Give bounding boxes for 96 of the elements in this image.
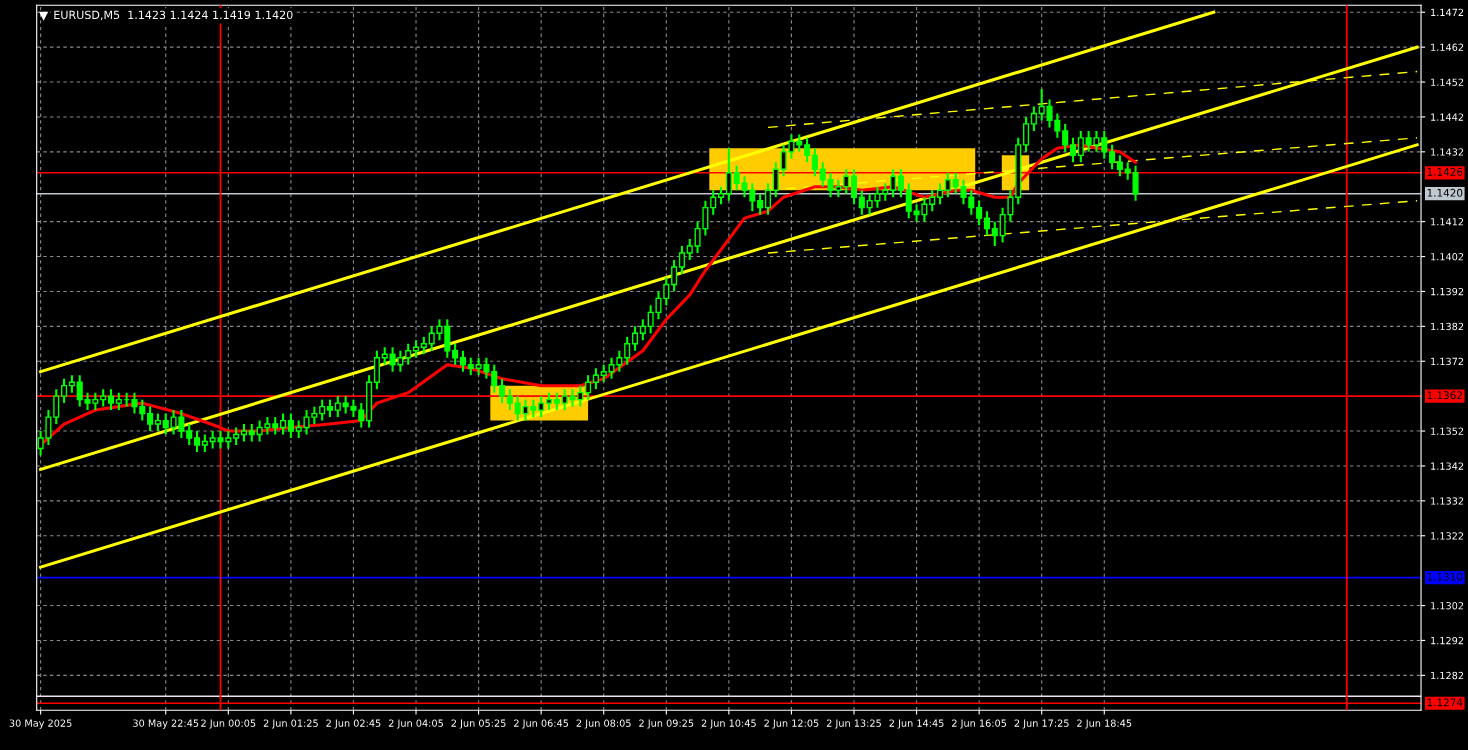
y-tick-label: 1.1372 [1431,357,1464,366]
candlestick [631,325,639,352]
candlestick [976,199,983,227]
x-tick-label: 2 Jun 00:05 [201,719,256,729]
x-tick-label: 2 Jun 05:25 [451,719,506,729]
y-tick-label: 1.1302 [1431,602,1464,610]
y-tick-label: 1.1402 [1431,253,1464,261]
x-tick-label: 30 May 22:45 [133,719,199,729]
candlestick [710,189,717,216]
x-tick-label: 30 May 2025 [9,719,72,729]
candlestick [334,395,341,419]
y-tick-label: 1.1382 [1431,322,1464,331]
x-tick-label: 2 Jun 13:25 [826,719,881,729]
y-tick-label: 1.1392 [1431,287,1464,296]
y-tick-label: 1.1452 [1431,78,1464,86]
candlestick [624,335,631,366]
candlestick [686,238,693,262]
candlestick [936,182,944,206]
y-tick-label: 1.1412 [1431,218,1464,226]
candlestick [585,374,592,401]
candlestick [890,168,897,199]
y-tick-label: 1.1432 [1431,148,1464,156]
x-tick-label: 2 Jun 16:05 [952,719,1007,729]
ref-line-label: 1.1420 [1427,188,1463,197]
candlestick [1030,105,1037,132]
candlestick [1062,122,1069,153]
x-tick-label: 2 Jun 18:45 [1077,719,1132,729]
candlestick [1101,129,1108,160]
y-tick-label: 1.1462 [1431,43,1464,51]
candlestick [983,210,990,237]
candlestick [1023,115,1030,153]
candlestick [639,318,646,342]
x-tick-label: 2 Jun 04:05 [388,719,443,729]
candlestick [1077,129,1084,164]
candlestick [764,182,772,216]
x-tick-label: 2 Jun 02:45 [326,719,381,729]
ref-line-label: 1.1426 [1427,167,1463,176]
candlestick [905,182,912,220]
x-tick-label: 2 Jun 12:05 [764,719,819,729]
candlestick [843,168,850,195]
x-tick-label: 2 Jun 10:45 [701,719,756,729]
chart-title: EURUSD,M5 1.1423 1.1424 1.1419 1.1420 [54,10,293,21]
candlestick [811,147,818,178]
candlestick [499,377,506,405]
candlestick [538,395,545,419]
candlestick [506,388,513,412]
y-tick-label: 1.1442 [1431,113,1464,121]
x-tick-label: 2 Jun 14:45 [889,719,944,729]
ref-line-label: 1.1310 [1427,572,1463,581]
candlestick [1116,154,1123,178]
candlestick [162,412,169,436]
candlestick [678,245,685,276]
x-tick-label: 2 Jun 08:05 [576,719,631,729]
candlestick [725,147,732,202]
candlestick [319,398,326,422]
candlestick [358,402,365,429]
y-tick-label: 1.1322 [1431,532,1464,540]
candlestick [1069,136,1077,164]
candlestick [53,388,60,426]
candlestick [405,342,412,366]
candlestick [280,412,287,436]
candlestick [944,171,951,199]
y-tick-label: 1.1472 [1431,8,1464,16]
ref-line-label: 1.1274 [1427,698,1463,707]
candlestick [991,220,998,248]
candlestick [186,423,193,447]
candlestick [757,192,764,216]
candlestick [491,363,498,394]
candlestick [592,367,599,391]
candlestick [577,384,584,408]
y-tick-label: 1.1282 [1431,671,1464,680]
candlestick [858,189,865,216]
candlestick [107,388,115,412]
candlestick [850,168,858,206]
y-tick-label: 1.1292 [1431,636,1464,645]
y-tick-label: 1.1342 [1431,462,1464,470]
candlestick [772,161,779,199]
x-tick-label: 2 Jun 01:25 [263,719,318,729]
candlestick [804,136,811,164]
x-tick-label: 2 Jun 09:25 [639,719,694,729]
x-tick-label: 2 Jun 17:25 [1014,719,1069,729]
candlestick [287,412,294,440]
ref-line-label: 1.1362 [1427,391,1462,400]
candlestick [929,189,936,213]
candlestick [1132,164,1139,202]
candlestick [452,342,459,366]
x-tick-label: 2 Jun 06:45 [514,719,569,729]
candlestick [193,430,201,454]
candlestick [671,258,678,293]
candlestick [897,168,904,199]
candlestick [61,377,68,405]
y-tick-label: 1.1332 [1431,497,1464,505]
candlestick [147,405,154,433]
candlestick [1109,143,1116,171]
y-tick-label: 1.1352 [1431,427,1464,435]
candlestick [459,349,466,373]
